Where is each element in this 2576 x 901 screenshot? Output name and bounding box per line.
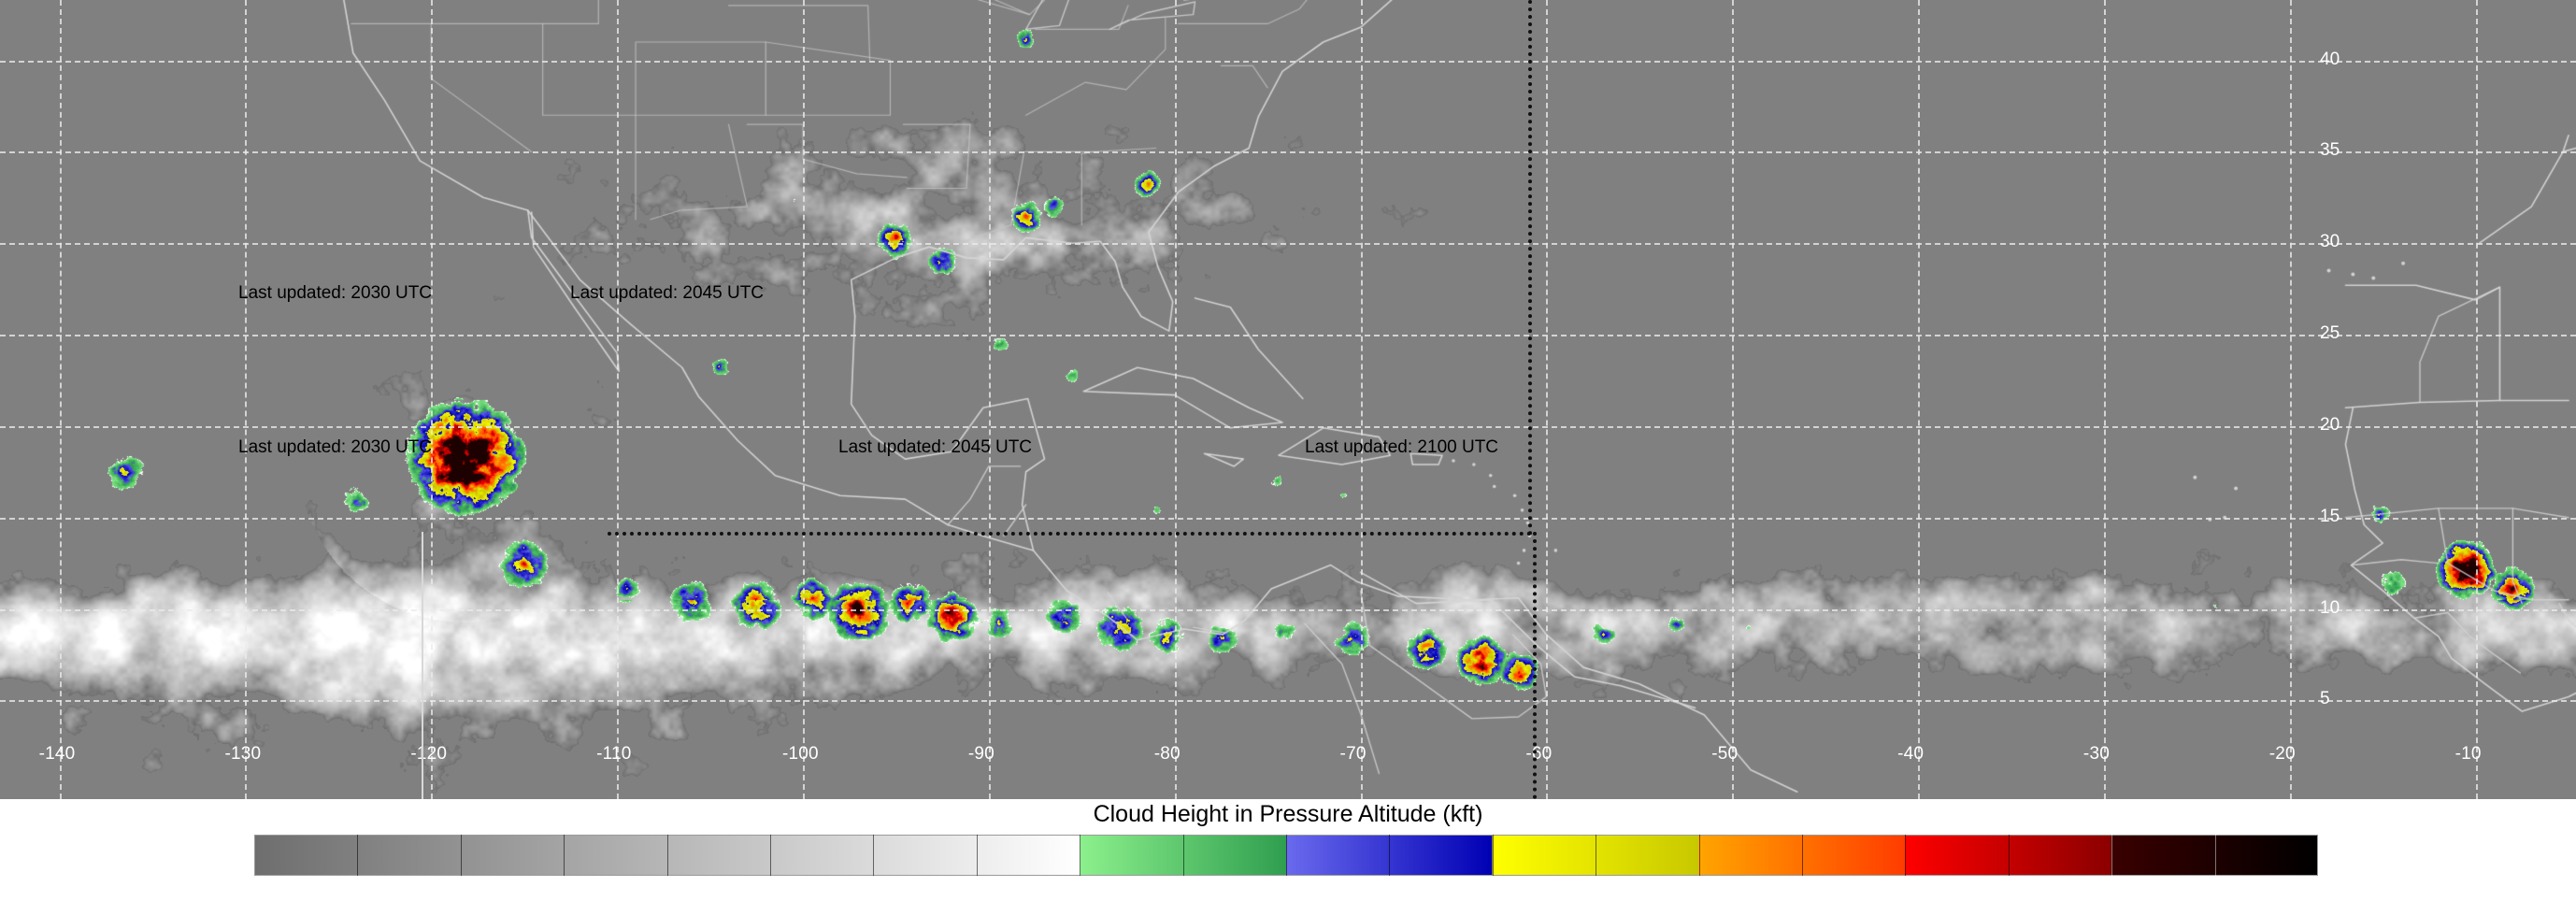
- latitude-label: 40: [2320, 49, 2340, 69]
- latitude-label: 10: [2320, 597, 2340, 618]
- sector-boundary-solid: [422, 532, 424, 799]
- longitude-label: -80: [1153, 744, 1181, 764]
- colorbar-tick: [1182, 835, 1184, 876]
- longitude-label: -50: [1711, 744, 1739, 764]
- longitude-label: -60: [1525, 744, 1553, 764]
- colorbar-tick: [770, 835, 771, 876]
- colorbar-tick: [460, 835, 462, 876]
- last-updated-label: Last updated: 2030 UTC: [238, 283, 433, 303]
- colorbar-tick: [2008, 835, 2010, 876]
- latitude-label: 30: [2320, 232, 2340, 252]
- longitude-label: -100: [782, 744, 819, 764]
- colorbar-tick: [564, 835, 565, 876]
- colorbar-tick: [1698, 835, 1700, 876]
- longitude-label: -30: [2082, 744, 2110, 764]
- colorbar-tick: [1905, 835, 1907, 876]
- cloud-height-raster[interactable]: [0, 0, 2576, 799]
- longitude-label: -120: [410, 744, 448, 764]
- longitude-label: -110: [596, 744, 632, 764]
- colorbar-tick: [1802, 835, 1803, 876]
- longitude-label: -20: [2268, 744, 2296, 764]
- longitude-label: -140: [38, 744, 76, 764]
- last-updated-label: Last updated: 2045 UTC: [570, 283, 765, 303]
- colorbar-tick: [1492, 835, 1494, 876]
- colorbar-title: Cloud Height in Pressure Altitude (kft): [1093, 801, 1483, 827]
- colorbar-tick: [1286, 835, 1287, 876]
- satellite-map-panel[interactable]: -140 -130 -120 -110 -100 -90 -80 -70 -60 -50 -40 -3…: [0, 0, 2576, 799]
- colorbar-tick: [976, 835, 978, 876]
- latitude-label: 15: [2320, 506, 2340, 526]
- latitude-label: 25: [2320, 323, 2340, 344]
- latitude-label: 20: [2320, 414, 2340, 435]
- latitude-label: 35: [2320, 140, 2340, 161]
- longitude-label: -40: [1897, 744, 1925, 764]
- colorbar-tick: [1389, 835, 1391, 876]
- longitude-label: -70: [1339, 744, 1367, 764]
- last-updated-label: Last updated: 2100 UTC: [1305, 437, 1499, 457]
- colorbar-tick: [666, 835, 668, 876]
- longitude-label: -130: [224, 744, 262, 764]
- colorbar-tick: [2214, 835, 2216, 876]
- longitude-label: -10: [2454, 744, 2482, 764]
- colorbar-tick: [2111, 835, 2113, 876]
- latitude-label: 5: [2320, 689, 2330, 709]
- last-updated-label: Last updated: 2045 UTC: [838, 437, 1033, 457]
- last-updated-label: Last updated: 2030 UTC: [238, 437, 433, 457]
- colorbar-panel: Cloud Height in Pressure Altitude (kft) …: [0, 799, 2576, 901]
- longitude-label: -90: [967, 744, 995, 764]
- colorbar-tick: [357, 835, 359, 876]
- colorbar[interactable]: 3839404142434445464748495051525354555657…: [254, 835, 2318, 876]
- colorbar-tick: [873, 835, 875, 876]
